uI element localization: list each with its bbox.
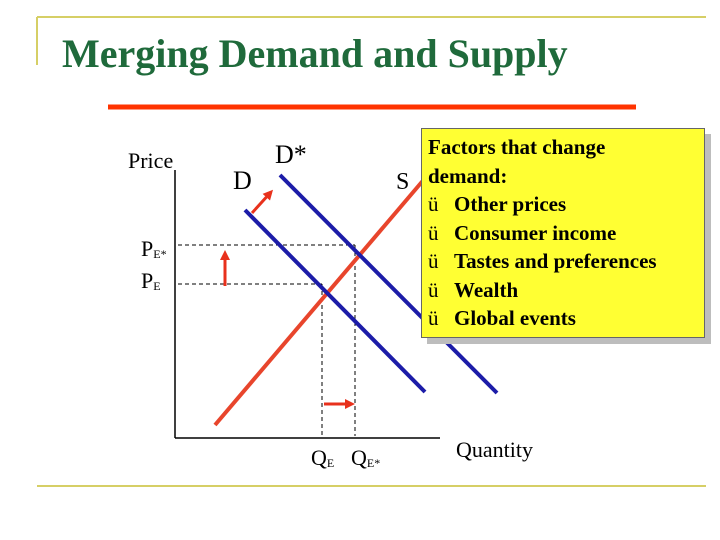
quantity-label-base: Q	[351, 445, 367, 470]
callout-heading-line2: demand:	[428, 163, 508, 188]
checkmark-icon: ü	[428, 306, 439, 330]
demand-curve	[243, 208, 427, 394]
factors-list: ü Other prices ü Consumer income ü Tastes a…	[428, 190, 704, 333]
supply-label: S	[396, 169, 410, 195]
price-label-sub: E*	[153, 247, 167, 261]
list-item: ü Wealth	[428, 276, 704, 305]
demand-curve-shifted	[278, 173, 499, 395]
quantity-equilibrium-new-label: QE*	[351, 445, 380, 471]
factor-text: Consumer income	[454, 220, 617, 245]
callout-heading-line1: Factors that change	[428, 135, 606, 159]
demand-label: D	[233, 166, 252, 195]
factor-text: Wealth	[454, 277, 519, 302]
checkmark-icon: ü	[428, 277, 439, 302]
price-equilibrium-label: PE	[141, 268, 161, 294]
price-label-base: P	[141, 268, 154, 293]
factor-text: Other prices	[454, 192, 567, 216]
quantity-label-base: Q	[311, 445, 327, 470]
list-item: ü Other prices	[428, 190, 704, 219]
supply-curve	[213, 168, 434, 427]
x-axis-label: Quantity	[456, 437, 533, 462]
factor-text: Global events	[454, 306, 576, 330]
demand-shifted-label: D*	[275, 140, 307, 169]
quantity-label-sub: E	[326, 456, 335, 470]
checkmark-icon: ü	[428, 220, 439, 245]
factor-text: Tastes and preferences	[454, 249, 657, 273]
list-item: ü Global events	[428, 304, 704, 333]
slide-title: Merging Demand and Supply	[62, 31, 568, 76]
checkmark-icon: ü	[428, 249, 439, 273]
price-label-base: P	[141, 236, 154, 261]
price-equilibrium-new-label: PE*	[141, 236, 167, 262]
y-axis-label: Price	[128, 148, 174, 173]
price-label-sub: E	[153, 279, 161, 293]
quantity-equilibrium-label: QE	[311, 445, 334, 471]
list-item: ü Consumer income	[428, 219, 704, 248]
quantity-label-sub: E*	[366, 456, 381, 470]
list-item: ü Tastes and preferences	[428, 247, 704, 276]
factors-callout-box: Factors that change demand: ü Other price…	[421, 128, 705, 338]
checkmark-icon: ü	[428, 192, 439, 216]
demand-shift-arrow-icon	[250, 189, 274, 215]
